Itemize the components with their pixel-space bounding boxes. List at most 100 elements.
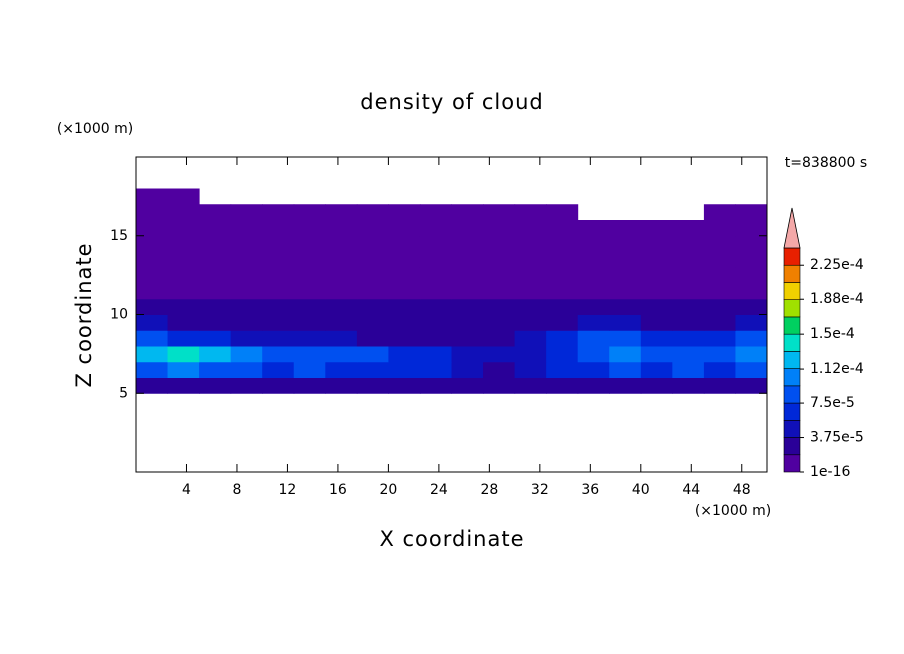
contour-cell <box>609 220 642 237</box>
contour-cell <box>577 361 610 378</box>
contour-cell <box>199 314 232 331</box>
contour-cell <box>293 220 326 237</box>
contour-cell <box>640 377 673 394</box>
contour-cell <box>546 283 579 300</box>
contour-cell <box>388 235 421 252</box>
contour-cell <box>293 267 326 284</box>
contour-cell <box>672 361 705 378</box>
x-tick-label: 12 <box>279 482 297 498</box>
contour-cell <box>388 251 421 268</box>
contour-cell <box>483 346 516 363</box>
colorbar-tick-label: 1e-16 <box>810 464 850 480</box>
contour-cell <box>609 346 642 363</box>
x-tick-label: 44 <box>682 482 700 498</box>
contour-cell <box>672 377 705 394</box>
contour-cell <box>293 314 326 331</box>
contour-cell <box>419 298 452 315</box>
contour-cell <box>199 220 232 237</box>
contour-cell <box>230 220 263 237</box>
colorbar-segment <box>783 437 801 456</box>
contour-cell <box>136 220 169 237</box>
contour-cell <box>388 346 421 363</box>
contour-cell <box>451 251 484 268</box>
y-axis-label: Z coordinate <box>72 242 96 387</box>
contour-cell <box>167 235 200 252</box>
contour-cell <box>451 220 484 237</box>
contour-cell <box>325 346 358 363</box>
contour-cell <box>293 235 326 252</box>
contour-cell <box>325 330 358 347</box>
contour-cell <box>293 251 326 268</box>
contour-cell <box>514 283 547 300</box>
contour-cell <box>419 251 452 268</box>
contour-cell <box>703 330 736 347</box>
contour-cell <box>672 235 705 252</box>
contour-cell <box>703 267 736 284</box>
contour-cell <box>577 377 610 394</box>
colorbar-tick-label: 7.5e-5 <box>810 395 855 411</box>
contour-cell <box>199 251 232 268</box>
contour-cell <box>609 267 642 284</box>
contour-cell <box>577 314 610 331</box>
contour-cell <box>262 251 295 268</box>
x-tick-label: 24 <box>430 482 448 498</box>
contour-cell <box>262 204 295 221</box>
contour-cell <box>672 267 705 284</box>
contour-cell <box>262 361 295 378</box>
contour-cell <box>577 235 610 252</box>
contour-cell <box>514 251 547 268</box>
contour-cell <box>640 361 673 378</box>
contour-cell <box>672 330 705 347</box>
contour-cell <box>419 346 452 363</box>
colorbar-segment <box>783 333 801 352</box>
contour-cell <box>735 346 768 363</box>
contour-cell <box>325 267 358 284</box>
contour-cell <box>356 361 389 378</box>
colorbar-tick-label: 1.12e-4 <box>810 361 864 377</box>
contour-cell <box>230 346 263 363</box>
contour-cell <box>514 220 547 237</box>
contour-cell <box>167 283 200 300</box>
contour-field <box>136 188 768 394</box>
contour-cell <box>672 346 705 363</box>
contour-cell <box>136 188 169 205</box>
colorbar-segment <box>783 402 801 421</box>
colorbar-tick-label: 3.75e-5 <box>810 430 864 446</box>
contour-cell <box>451 283 484 300</box>
colorbar-segment <box>783 368 801 387</box>
contour-cell <box>514 298 547 315</box>
contour-cell <box>356 346 389 363</box>
contour-cell <box>735 314 768 331</box>
contour-cell <box>514 235 547 252</box>
contour-cell <box>419 283 452 300</box>
contour-cell <box>609 377 642 394</box>
contour-cell <box>293 377 326 394</box>
x-tick-label: 32 <box>531 482 549 498</box>
contour-cell <box>546 235 579 252</box>
x-tick-label: 8 <box>232 482 241 498</box>
contour-cell <box>546 220 579 237</box>
y-tick-label: 10 <box>110 307 128 323</box>
contour-cell <box>388 267 421 284</box>
contour-cell <box>388 314 421 331</box>
contour-cell <box>640 298 673 315</box>
y-unit: (×1000 m) <box>57 121 133 137</box>
contour-cell <box>546 251 579 268</box>
contour-cell <box>419 314 452 331</box>
contour-cell <box>325 235 358 252</box>
contour-cell <box>514 346 547 363</box>
contour-cell <box>167 267 200 284</box>
colorbar-segment <box>783 454 801 473</box>
contour-cell <box>199 283 232 300</box>
contour-cell <box>136 377 169 394</box>
contour-cell <box>167 361 200 378</box>
contour-cell <box>230 361 263 378</box>
contour-cell <box>451 298 484 315</box>
contour-cell <box>356 251 389 268</box>
contour-cell <box>514 204 547 221</box>
contour-cell <box>356 330 389 347</box>
contour-cell <box>199 298 232 315</box>
contour-cell <box>136 314 169 331</box>
contour-cell <box>388 204 421 221</box>
contour-cell <box>388 220 421 237</box>
